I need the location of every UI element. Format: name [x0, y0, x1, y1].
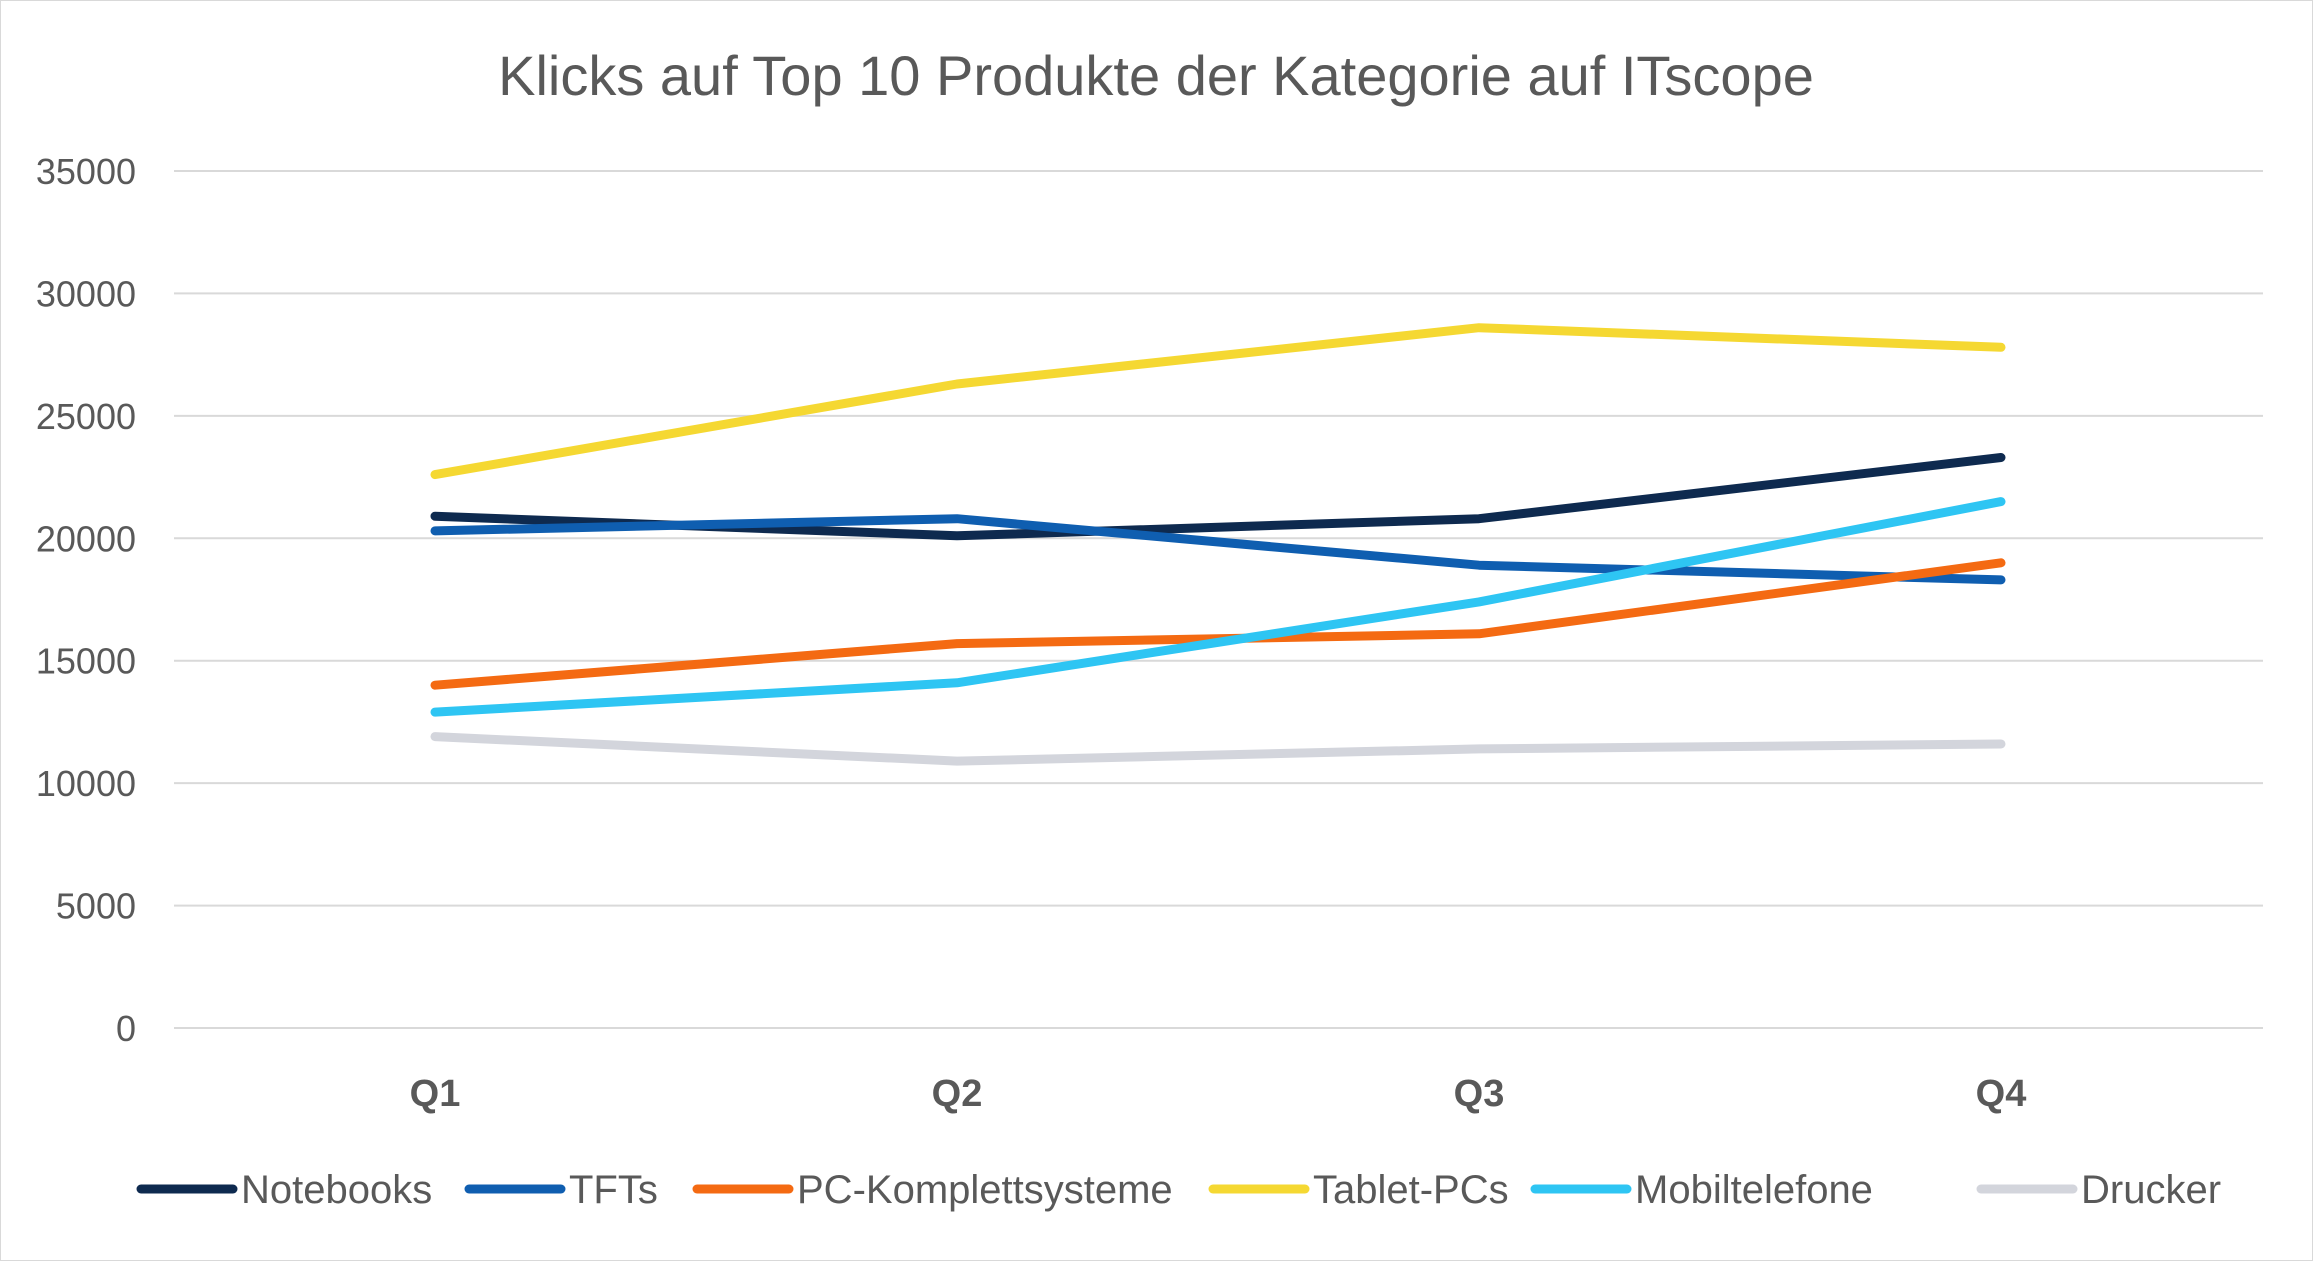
y-tick-label: 35000 — [36, 151, 136, 192]
y-tick-label: 0 — [116, 1008, 136, 1049]
series-line-tablet-pcs — [430, 323, 2006, 480]
x-tick-label: Q4 — [1976, 1073, 2027, 1115]
x-tick-label: Q1 — [410, 1073, 461, 1115]
legend-label: Tablet-PCs — [1313, 1168, 1509, 1212]
legend-label: PC-Komplettsysteme — [797, 1168, 1173, 1212]
x-axis-tick-labels: Q1 Q2 Q3 Q4 — [410, 1073, 2027, 1115]
legend-label: Drucker — [2081, 1168, 2221, 1212]
legend: Notebooks TFTs PC-Komplettsysteme Tablet-PC… — [136, 1168, 2221, 1212]
y-axis-tick-labels: 0 5000 10000 15000 20000 25000 30000 35000 — [36, 151, 136, 1049]
legend-label: Mobiltelefone — [1635, 1168, 1873, 1212]
series-line-drucker — [430, 732, 2006, 766]
legend-label: Notebooks — [241, 1168, 432, 1212]
legend-label: TFTs — [569, 1168, 658, 1212]
series-line-mobiltelefone — [430, 497, 2006, 717]
x-tick-label: Q2 — [932, 1073, 983, 1115]
y-tick-label: 10000 — [36, 763, 136, 804]
gridlines — [174, 170, 2263, 1029]
series-lines — [430, 323, 2006, 766]
series-line-tfts — [430, 514, 2006, 585]
y-tick-label: 30000 — [36, 273, 136, 314]
y-tick-label: 25000 — [36, 396, 136, 437]
y-tick-label: 15000 — [36, 641, 136, 682]
x-tick-label: Q3 — [1454, 1073, 1505, 1115]
series-line-pc-komplettsysteme — [430, 558, 2006, 690]
y-tick-label: 20000 — [36, 518, 136, 559]
chart-title: Klicks auf Top 10 Produkte der Kategorie… — [498, 44, 1814, 107]
y-tick-label: 5000 — [56, 886, 136, 927]
